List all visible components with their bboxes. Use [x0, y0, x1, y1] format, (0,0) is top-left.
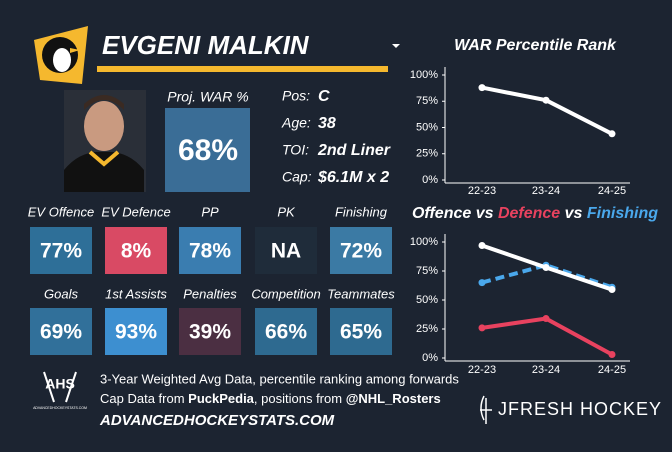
y-tick-label: 50%	[416, 294, 438, 306]
info-value: $6.1M x 2	[317, 169, 389, 186]
tile-box	[105, 308, 167, 355]
summary-label: Proj. WAR %	[167, 89, 248, 105]
tile-value: 72%	[340, 240, 382, 263]
x-tick-label: 23-24	[532, 185, 560, 197]
y-tick-label: 50%	[416, 121, 438, 133]
title-part: Offence	[412, 205, 471, 222]
ahs-logo-subtext: ADVANCEDHOCKEYSTATS.COM	[33, 406, 87, 410]
tile-value: 39%	[189, 321, 231, 344]
y-tick-label: 0%	[422, 352, 438, 364]
series-line	[481, 263, 613, 290]
tile-label: PP	[201, 204, 219, 219]
series-point	[478, 241, 486, 249]
info-value: 38	[318, 115, 336, 132]
tile-value: 69%	[40, 321, 82, 344]
x-tick-label: 22-23	[468, 364, 496, 376]
brand: JFRESH HOCKEY	[498, 399, 662, 419]
series-point	[608, 130, 616, 138]
tile-box	[330, 227, 392, 274]
series-point	[478, 324, 486, 332]
y-tick-label: 100%	[410, 236, 438, 248]
ahs-logo-text: AHS	[45, 376, 75, 392]
title-part: Defence	[498, 205, 560, 222]
ahs-logo: AHS ADVANCEDHOCKEYSTATS.COM	[33, 371, 87, 410]
tile-value: 78%	[189, 240, 231, 263]
y-tick-label: 0%	[422, 174, 438, 186]
player-photo	[64, 90, 146, 192]
footer-note: 3-Year Weighted Avg Data, percentile ran…	[100, 371, 459, 386]
tile-value: NA	[271, 240, 301, 263]
y-tick-label: 25%	[416, 323, 438, 335]
tile-value: 8%	[121, 240, 152, 263]
tile-label: EV Defence	[101, 204, 170, 219]
tile-value: 65%	[340, 321, 382, 344]
chart-title: WAR Percentile Rank	[454, 37, 617, 54]
x-tick-label: 23-24	[532, 364, 560, 376]
tile-label: EV Offence	[28, 204, 94, 219]
credit-part: , positions from	[254, 391, 346, 406]
brand-icon	[480, 395, 492, 424]
series-point	[542, 315, 550, 323]
name-underline	[97, 66, 388, 72]
tile-label: Goals	[44, 286, 78, 301]
info-label: Pos:	[282, 88, 310, 104]
tile-value: 93%	[115, 321, 157, 344]
x-tick-label: 24-25	[598, 185, 626, 197]
tile-label: Penalties	[183, 286, 237, 301]
series-point	[542, 96, 550, 104]
tile-box	[30, 227, 92, 274]
summary-box	[165, 108, 250, 192]
title-part: vs	[471, 205, 498, 222]
info-label: Cap:	[282, 169, 312, 185]
credit-part: @NHL_Rosters	[346, 391, 441, 406]
tile-box	[255, 227, 317, 274]
y-tick-label: 75%	[416, 95, 438, 107]
y-tick-label: 75%	[416, 265, 438, 277]
info-value: C	[318, 88, 330, 105]
series-point	[608, 351, 616, 359]
title-part: vs	[560, 205, 587, 222]
tile-label: Finishing	[335, 204, 388, 219]
team-logo	[34, 26, 88, 84]
player-name: EVGENI MALKIN	[102, 30, 310, 60]
dropdown-arrow[interactable]	[392, 44, 400, 48]
tile-label: 1st Assists	[105, 286, 167, 301]
title-part: WAR Percentile Rank	[454, 37, 617, 54]
tile-box	[30, 308, 92, 355]
series-point	[478, 279, 486, 287]
series-point	[608, 286, 616, 294]
tile-box	[179, 308, 241, 355]
tile-value: 77%	[40, 240, 82, 263]
tile-label: Teammates	[327, 286, 395, 301]
y-tick-label: 25%	[416, 148, 438, 160]
summary-value: 68%	[178, 134, 238, 167]
tile-box	[179, 227, 241, 274]
credit-part: PuckPedia	[188, 391, 255, 406]
credit-part: Cap Data from	[100, 391, 188, 406]
tile-label: PK	[277, 204, 296, 219]
series-point	[542, 264, 550, 272]
x-tick-label: 24-25	[598, 364, 626, 376]
info-label: Age:	[281, 115, 311, 131]
x-tick-label: 22-23	[468, 185, 496, 197]
tile-box	[330, 308, 392, 355]
info-value: 2nd Liner	[317, 142, 391, 159]
tile-box	[105, 227, 167, 274]
tile-box	[255, 308, 317, 355]
y-tick-label: 100%	[410, 69, 438, 81]
series-point	[478, 84, 486, 92]
tile-label: Competition	[251, 286, 320, 301]
tile-value: 66%	[265, 321, 307, 344]
title-part: Finishing	[587, 205, 658, 222]
footer-website: ADVANCEDHOCKEYSTATS.COM	[99, 412, 335, 429]
chart-title: Offence vs Defence vs Finishing	[412, 205, 658, 222]
footer-credits: Cap Data from PuckPedia, positions from …	[100, 391, 441, 406]
info-label: TOI:	[282, 142, 309, 158]
